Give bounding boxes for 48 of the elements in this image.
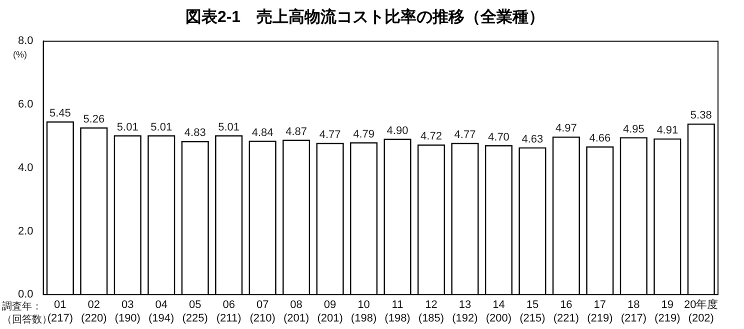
data-label: 4.90 — [386, 124, 408, 137]
x-tick-label: 12 (185) — [418, 299, 444, 324]
x-tick-label: 14 (200) — [486, 299, 512, 324]
data-label: 5.26 — [83, 114, 105, 126]
y-tick-label: 8.0 — [18, 35, 34, 48]
data-label: 4.95 — [622, 123, 644, 136]
y-axis-title: (%) — [13, 50, 27, 60]
x-tick-label: 06 (211) — [216, 299, 242, 324]
x-tick-label: 03 (190) — [114, 299, 140, 324]
data-label: 4.79 — [353, 128, 374, 140]
data-label: 4.83 — [184, 127, 206, 140]
x-tick-label: 18 (217) — [620, 299, 647, 324]
data-label: 5.45 — [49, 108, 71, 120]
x-tick-label: 19 (219) — [654, 299, 680, 324]
data-label: 4.72 — [420, 130, 442, 143]
x-tick-label: 04 (194) — [148, 299, 174, 324]
data-label: 4.70 — [488, 131, 510, 144]
x-tick-label: 02 (220) — [81, 299, 107, 324]
x-tick-label: 01 (217) — [47, 299, 74, 324]
y-tick-label: 0.0 — [18, 288, 34, 301]
data-label: 4.63 — [522, 133, 544, 146]
x-tick-label: 05 (225) — [182, 299, 208, 324]
data-label: 5.38 — [690, 110, 712, 122]
x-tick-label: 13 (192) — [452, 299, 478, 324]
y-tick-label: 2.0 — [18, 225, 34, 238]
data-label: 4.77 — [454, 129, 476, 142]
data-label: 5.01 — [116, 121, 138, 134]
x-tick-label: 08 (201) — [283, 299, 310, 324]
data-label: 4.97 — [555, 122, 577, 135]
data-label: 4.77 — [319, 129, 341, 142]
x-tick-label: 16 (221) — [553, 299, 580, 324]
y-tick-label: 4.0 — [18, 162, 34, 174]
x-tick-label: 07 (210) — [250, 299, 276, 324]
x-tick-label: 10 (198) — [350, 299, 377, 324]
data-label: 5.01 — [150, 121, 172, 134]
x-tick-label: 11 (198) — [384, 299, 410, 324]
text: 調査年： — [2, 300, 42, 312]
x-tick-label: 09 (201) — [317, 299, 343, 324]
data-label: 4.87 — [286, 126, 308, 138]
y-tick-label: 6.0 — [18, 98, 34, 111]
chart-title: 図表2-1 売上高物流コスト比率の推移（全業種） — [185, 7, 545, 26]
x-tick-label: 15 (215) — [520, 299, 546, 324]
x-tick-label: 17 (219) — [587, 299, 613, 324]
data-label: 4.84 — [252, 126, 274, 139]
x-tick-label: 20年度 (202) — [684, 298, 718, 324]
data-label: 4.66 — [589, 132, 611, 145]
data-label: 5.01 — [218, 121, 240, 134]
data-label: 4.91 — [656, 124, 678, 137]
